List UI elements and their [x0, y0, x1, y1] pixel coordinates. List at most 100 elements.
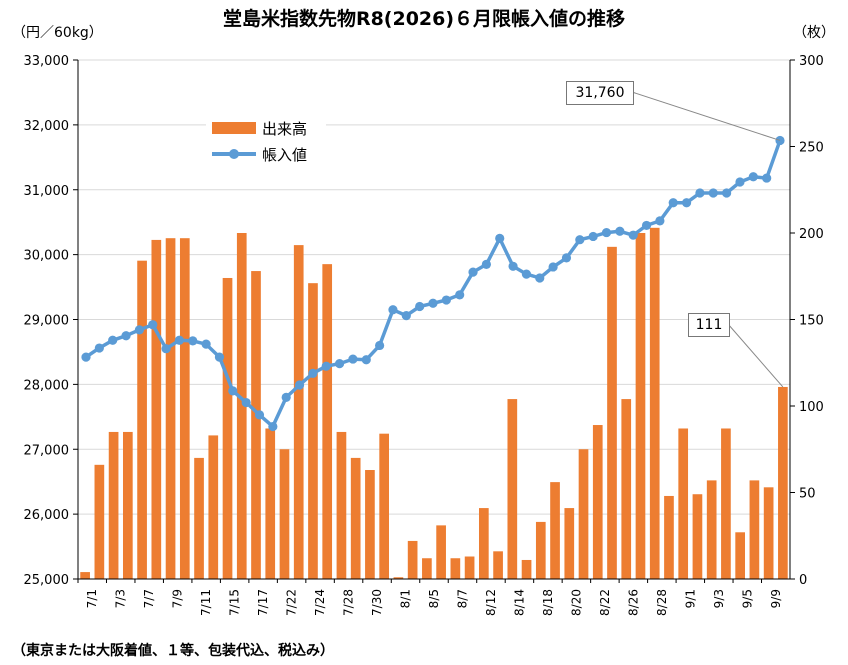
volume-bar	[251, 271, 261, 579]
x-axis-tick-label: 9/3	[712, 589, 726, 608]
volume-bar	[635, 233, 646, 579]
volume-bar	[293, 245, 304, 580]
price-point	[161, 344, 171, 354]
volume-bar	[436, 525, 446, 579]
x-axis-tick-label: 7/3	[114, 589, 128, 608]
price-point	[281, 392, 291, 402]
left-axis-tick-label: 26,000	[24, 508, 70, 523]
price-point	[455, 290, 465, 300]
price-point	[148, 320, 158, 330]
x-axis-tick-label: 7/17	[256, 589, 270, 616]
x-axis-tick-label: 7/28	[342, 589, 356, 616]
x-axis-tick-label: 8/14	[512, 589, 526, 616]
footnote: （東京または大阪着値、１等、包装代込、税込み）	[12, 643, 334, 659]
price-point	[695, 188, 705, 198]
price-point	[655, 216, 665, 226]
left-axis-unit: （円／60kg）	[12, 25, 103, 41]
volume-bar	[735, 532, 746, 579]
volume-bar	[222, 277, 233, 579]
volume-bar	[407, 540, 418, 579]
price-line	[85, 139, 782, 429]
x-axis-tick-label: 8/12	[484, 589, 498, 616]
left-axis-tick-label: 29,000	[24, 314, 70, 329]
volume-bar	[578, 449, 589, 579]
price-point	[361, 355, 371, 365]
x-axis-tick-label: 8/1	[399, 589, 413, 608]
volume-bar	[749, 480, 760, 579]
x-axis-tick-label: 7/24	[313, 589, 327, 616]
price-swatch	[212, 147, 256, 161]
price-point	[401, 311, 411, 321]
volume-bar	[521, 559, 532, 579]
price-point	[334, 359, 345, 369]
price-point	[748, 172, 758, 182]
callout-leader-price	[631, 91, 781, 141]
left-axis-tick-label: 25,000	[24, 573, 70, 588]
price-point	[241, 397, 251, 408]
price-point	[254, 410, 265, 420]
volume-bar	[692, 494, 703, 579]
volume-bar	[564, 508, 575, 579]
volume-bar	[592, 425, 603, 579]
right-axis-tick-label: 50	[799, 487, 816, 502]
right-axis-unit: （枚）	[793, 25, 835, 41]
price-point	[628, 230, 638, 240]
price-point	[415, 301, 425, 312]
left-axis-tick-label: 27,000	[24, 443, 70, 458]
x-axis-tick-label: 8/5	[427, 589, 441, 608]
x-axis-tick-label: 8/28	[655, 589, 669, 616]
volume-bar	[122, 431, 133, 579]
callout-leader-volume	[727, 323, 784, 388]
legend-label-price: 帳入値	[262, 145, 308, 164]
x-axis-tick-label: 7/11	[199, 589, 213, 616]
price-point	[174, 335, 185, 345]
volume-bar	[422, 558, 432, 579]
x-axis-tick-label: 7/7	[142, 589, 156, 608]
price-point	[722, 188, 732, 198]
left-axis-tick-label: 30,000	[24, 249, 70, 264]
left-axis-tick-label: 31,000	[24, 184, 70, 199]
volume-bar	[137, 260, 147, 579]
volume-bar	[393, 577, 404, 579]
right-axis-tick-label: 250	[799, 141, 824, 156]
price-point	[268, 421, 278, 432]
legend-label-volume: 出来高	[262, 119, 308, 138]
callout-last-volume: 111	[688, 313, 730, 337]
volume-bar	[165, 238, 176, 579]
volume-swatch	[212, 122, 256, 134]
volume-bar	[308, 283, 318, 579]
x-axis-tick-label: 8/22	[598, 589, 612, 616]
x-axis-tick-label: 7/30	[370, 589, 384, 616]
volume-bar	[194, 457, 204, 579]
price-point	[348, 354, 358, 364]
x-axis-tick-label: 9/5	[740, 589, 754, 608]
price-point	[668, 198, 678, 208]
volume-bar	[478, 508, 489, 579]
x-axis-tick-label: 9/9	[769, 589, 783, 608]
price-point	[601, 227, 612, 238]
price-point	[294, 380, 305, 390]
volume-bar	[678, 428, 689, 579]
volume-bar	[464, 556, 475, 579]
price-point	[615, 226, 625, 236]
x-axis-tick-label: 7/1	[85, 589, 99, 608]
volume-bar	[450, 558, 461, 579]
volume-bar	[778, 386, 788, 579]
volume-bar	[236, 233, 247, 579]
price-point	[94, 343, 104, 353]
price-point	[228, 386, 238, 396]
right-axis-tick-label: 150	[799, 314, 824, 329]
volume-bar	[365, 470, 375, 579]
x-axis-tick-label: 7/9	[171, 589, 185, 608]
left-axis-tick-label: 28,000	[24, 378, 70, 393]
left-axis-tick-label: 33,000	[24, 54, 70, 69]
volume-bar	[507, 399, 518, 579]
x-axis-tick-label: 8/20	[569, 589, 583, 616]
volume-bar	[322, 264, 333, 579]
volume-bar	[80, 572, 90, 579]
price-point	[441, 295, 451, 305]
price-point	[375, 340, 385, 351]
volume-bar	[621, 399, 632, 579]
volume-bar	[336, 431, 347, 579]
volume-bar	[763, 487, 774, 579]
